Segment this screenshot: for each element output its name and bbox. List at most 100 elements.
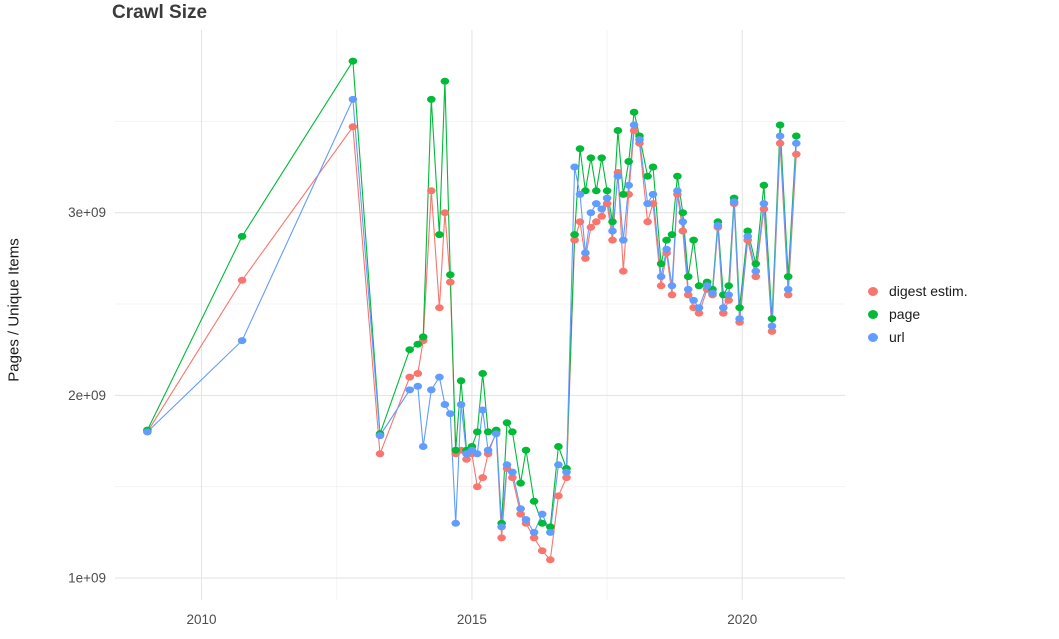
series-point-page — [678, 209, 688, 217]
series-point-page — [613, 127, 623, 134]
x-tick-label: 2020 — [727, 612, 757, 627]
y-tick-label: 1e+09 — [68, 571, 106, 586]
series-point-url — [597, 205, 606, 213]
series-point-digest — [570, 236, 579, 244]
series-line-url — [147, 97, 797, 535]
series-point-page — [767, 315, 777, 323]
series-point-url — [735, 315, 744, 323]
series-point-page — [570, 231, 579, 239]
series-point-digest — [751, 273, 761, 281]
series-point-url — [413, 382, 423, 390]
series-point-url — [643, 200, 652, 208]
series-point-url — [554, 461, 563, 469]
series-point-digest — [554, 492, 563, 500]
series-point-url — [656, 273, 666, 281]
series-point-url — [648, 190, 658, 198]
series-point-digest — [724, 296, 733, 304]
series-point-url — [743, 232, 752, 240]
series-point-url — [478, 406, 488, 414]
series-point-url — [440, 401, 450, 408]
series-point-digest — [602, 200, 612, 208]
series-point-digest — [667, 291, 677, 299]
series-point-digest — [783, 291, 793, 299]
gridlines — [115, 30, 845, 600]
series-point-page — [783, 273, 793, 281]
series-point-page — [629, 108, 639, 116]
legend-item-page: page — [868, 306, 968, 322]
series-point-url — [624, 181, 633, 189]
axis-tick-labels: 1e+09 2e+09 3e+09 2010 2015 2020 — [68, 205, 757, 627]
legend-dot-page — [868, 309, 878, 319]
series-point-url — [473, 450, 482, 458]
series-point-page — [775, 121, 785, 129]
series-point-url — [694, 304, 704, 312]
x-tick-label: 2015 — [457, 612, 487, 627]
series-point-url — [719, 304, 728, 312]
series-point-digest — [537, 547, 547, 555]
series-point-page — [648, 163, 658, 171]
series-point-url — [667, 282, 677, 290]
series-point-url — [629, 121, 639, 129]
series-point-page — [521, 446, 531, 454]
series-point-url — [143, 428, 152, 436]
series-point-digest — [581, 254, 590, 262]
series-point-page — [689, 236, 698, 244]
series-point-url — [683, 285, 693, 293]
series-point-digest — [405, 373, 415, 381]
series-point-url — [759, 200, 769, 208]
series-point-page — [694, 282, 704, 290]
series-point-page — [418, 333, 428, 341]
series-point-url — [713, 222, 723, 229]
series-point-page — [643, 172, 652, 180]
series-point-url — [775, 132, 785, 140]
series-point-digest — [508, 474, 517, 482]
series-point-url — [581, 249, 590, 257]
series-point-url — [613, 172, 623, 180]
series-point-page — [662, 236, 671, 244]
series-point-url — [751, 267, 761, 275]
series-point-page — [473, 428, 482, 436]
series-point-url — [586, 209, 596, 217]
series-point-page — [724, 282, 733, 290]
series-point-digest — [586, 223, 596, 231]
series-point-url — [792, 139, 801, 147]
series-point-digest — [562, 474, 571, 482]
series-point-url — [435, 373, 444, 381]
series-point-digest — [759, 205, 769, 213]
series-point-digest — [608, 236, 617, 244]
series-point-page — [624, 158, 633, 165]
series-point-page — [751, 260, 761, 268]
series-point-page — [575, 145, 585, 153]
series-point-url — [724, 291, 733, 299]
series-points-page — [143, 57, 801, 531]
legend-label-page: page — [889, 306, 921, 322]
series-point-digest — [237, 276, 247, 284]
series-points-url — [143, 95, 801, 536]
series-point-url — [662, 245, 671, 253]
series-point-url — [456, 401, 466, 408]
series-point-digest — [678, 227, 688, 235]
series-point-page — [554, 443, 563, 450]
series-point-page — [427, 95, 436, 103]
series-point-url — [729, 198, 739, 206]
series-point-page — [759, 181, 769, 189]
series-point-url — [521, 516, 531, 524]
series-point-digest — [719, 309, 728, 317]
series-point-page — [478, 370, 488, 377]
series-point-url — [783, 285, 793, 293]
series-point-url — [497, 523, 506, 531]
series-point-page — [619, 190, 628, 198]
series-point-url — [348, 95, 358, 103]
series-point-page — [546, 523, 555, 531]
series-point-page — [586, 154, 596, 162]
series-point-page — [348, 57, 358, 65]
page-title: Crawl Size — [112, 2, 208, 23]
series-point-digest — [348, 123, 358, 131]
series-point-page — [440, 77, 450, 85]
series-point-digest — [546, 556, 555, 564]
x-tick-label: 2010 — [186, 612, 216, 627]
legend-label-url: url — [889, 329, 905, 345]
series-point-digest — [529, 534, 539, 542]
series-point-url — [608, 227, 617, 235]
